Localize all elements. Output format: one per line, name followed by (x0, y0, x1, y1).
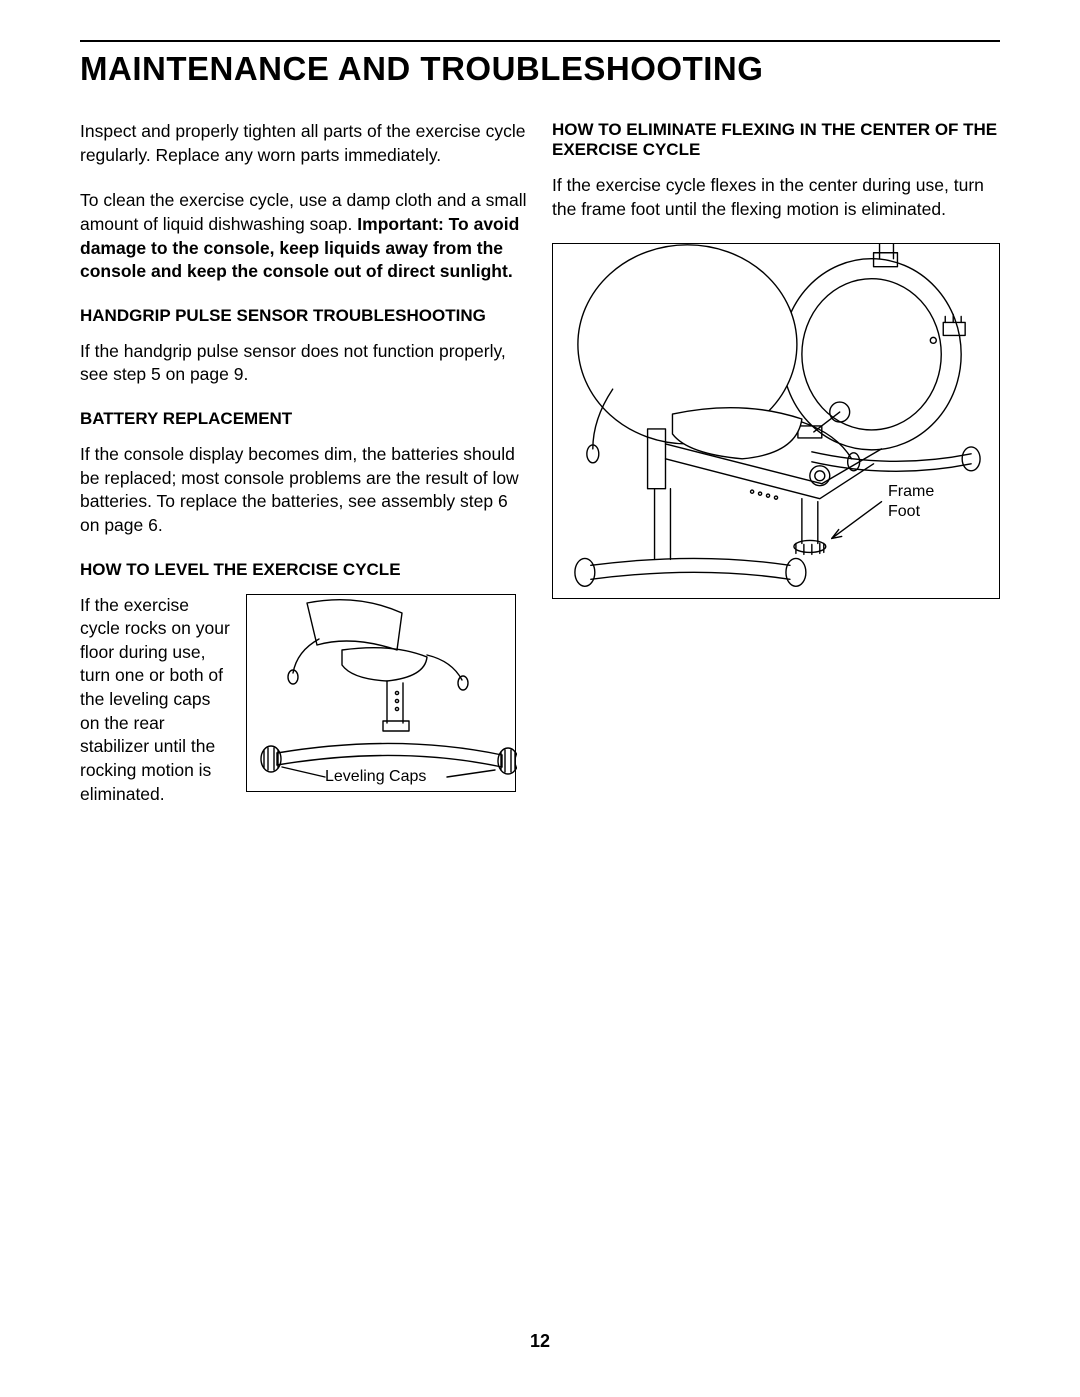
right-column: HOW TO ELIMINATE FLEXING IN THE CENTER O… (552, 120, 1000, 806)
left-column: Inspect and properly tighten all parts o… (80, 120, 528, 806)
leveling-caps-figure: Leveling Caps (246, 594, 516, 792)
intro-paragraph-2: To clean the exercise cycle, use a damp … (80, 189, 528, 284)
level-paragraph: If the exercise cycle rocks on your floo… (80, 594, 230, 807)
level-heading: HOW TO LEVEL THE EXERCISE CYCLE (80, 560, 528, 580)
two-column-layout: Inspect and properly tighten all parts o… (80, 120, 1000, 806)
frame-foot-illustration-svg (553, 244, 999, 600)
page-title: MAINTENANCE AND TROUBLESHOOTING (80, 50, 1000, 88)
handgrip-heading: HANDGRIP PULSE SENSOR TROUBLESHOOTING (80, 306, 528, 326)
battery-paragraph: If the console display becomes dim, the … (80, 443, 528, 538)
page-number: 12 (0, 1331, 1080, 1352)
flexing-paragraph: If the exercise cycle flexes in the cent… (552, 174, 1000, 221)
intro-paragraph-1: Inspect and properly tighten all parts o… (80, 120, 528, 167)
battery-heading: BATTERY REPLACEMENT (80, 409, 528, 429)
leveling-caps-label: Leveling Caps (325, 767, 426, 787)
handgrip-paragraph: If the handgrip pulse sensor does not fu… (80, 340, 528, 387)
flexing-heading: HOW TO ELIMINATE FLEXING IN THE CENTER O… (552, 120, 1000, 160)
top-rule (80, 40, 1000, 42)
leveling-caps-illustration-svg (247, 595, 517, 793)
level-block: If the exercise cycle rocks on your floo… (80, 594, 528, 807)
frame-foot-figure: Frame Foot (552, 243, 1000, 599)
frame-foot-label: Frame Foot (888, 482, 934, 522)
